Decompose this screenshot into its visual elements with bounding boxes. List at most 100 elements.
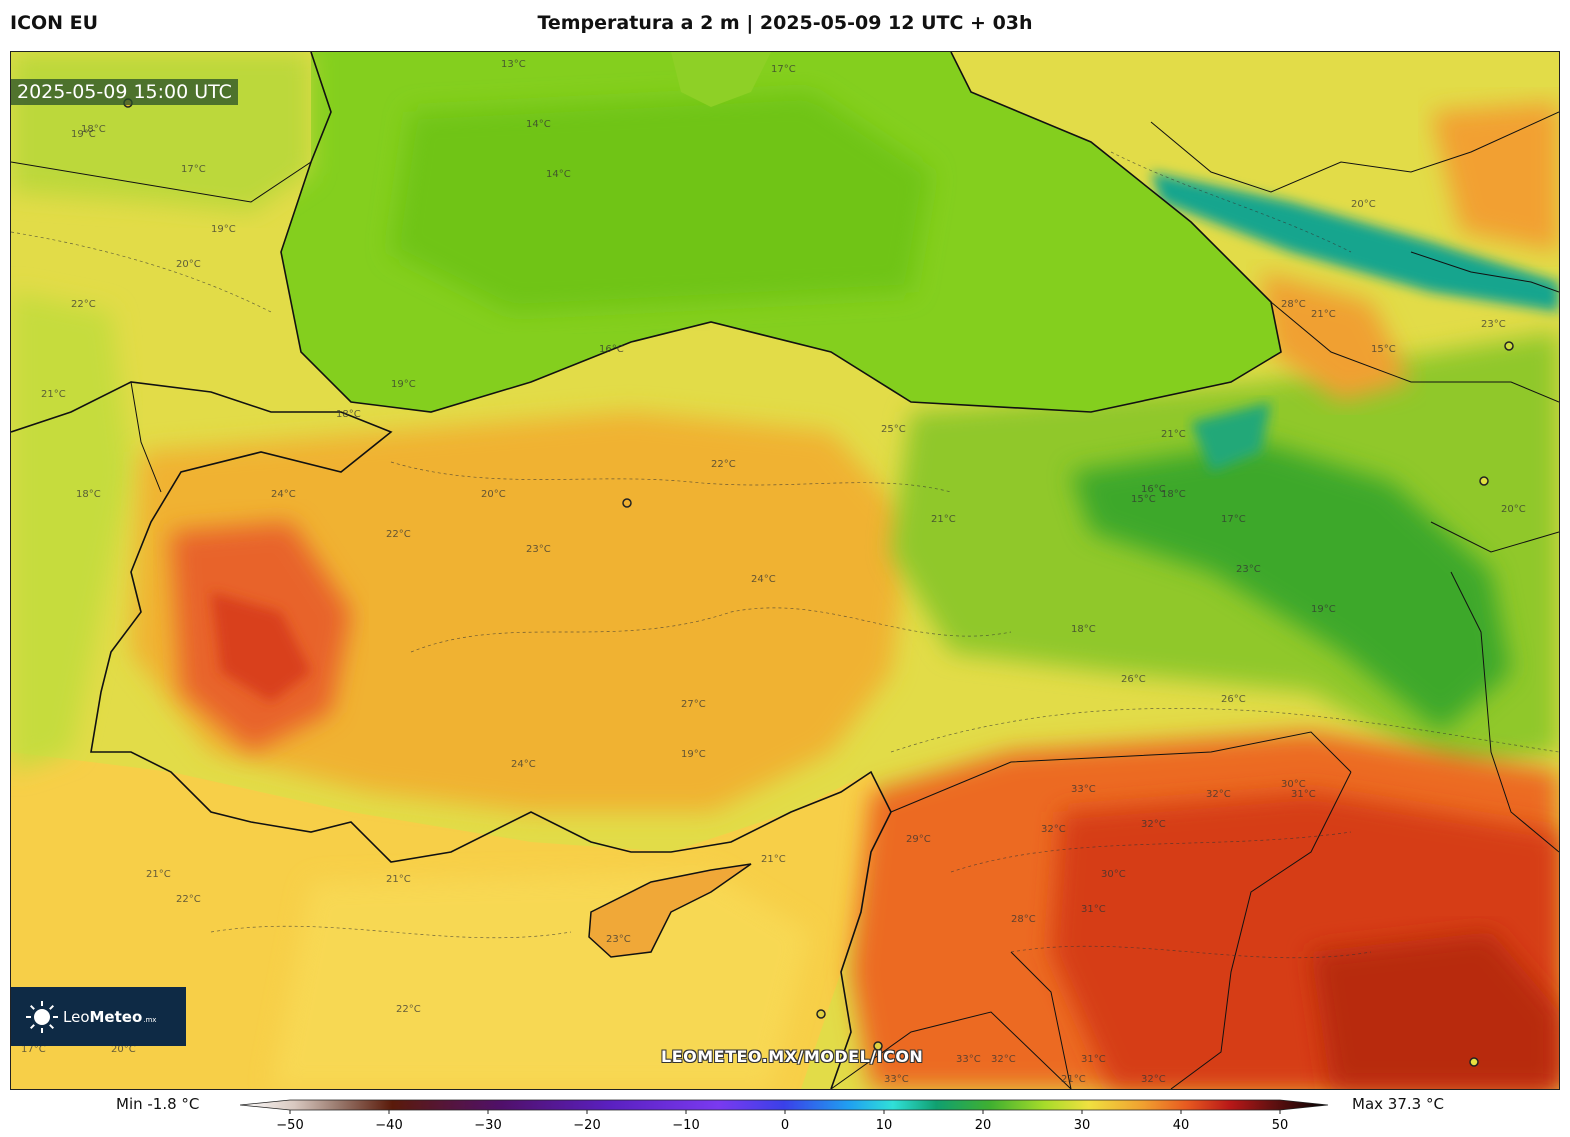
city-marker bbox=[1479, 476, 1489, 486]
contour-label: 31°C bbox=[1081, 904, 1106, 915]
logo-suffix: .mx bbox=[143, 1015, 157, 1024]
contour-label: 32°C bbox=[1206, 789, 1231, 800]
contour-label: 33°C bbox=[956, 1054, 981, 1065]
contour-label: 21°C bbox=[1061, 1074, 1086, 1085]
contour-label: 32°C bbox=[1041, 824, 1066, 835]
contour-label: 33°C bbox=[1071, 784, 1096, 795]
contour-label: 27°C bbox=[681, 699, 706, 710]
contour-label: 20°C bbox=[111, 1044, 136, 1055]
contour-label: 18°C bbox=[1161, 489, 1186, 500]
map-title: Temperatura a 2 m | 2025-05-09 12 UTC + … bbox=[537, 12, 1033, 34]
colorbar-tick-label: 10 bbox=[876, 1118, 893, 1133]
temperature-map[interactable]: 13°C 14°C 14°C 17°C 17°C 18°C 19°C 19°C 20°C 22°C… bbox=[10, 51, 1560, 1090]
contour-label: 20°C bbox=[481, 489, 506, 500]
mesopotamia-extreme bbox=[1311, 932, 1559, 1089]
city-marker bbox=[816, 1009, 826, 1019]
contour-label: 20°C bbox=[176, 259, 201, 270]
contour-label: 31°C bbox=[1081, 1054, 1106, 1065]
contour-label: 13°C bbox=[501, 59, 526, 70]
contour-label: 31°C bbox=[1291, 789, 1316, 800]
caucasus-cold bbox=[1151, 172, 1559, 312]
contour-label: 14°C bbox=[526, 119, 551, 130]
watermark-url[interactable]: LEOMETEO.MX/MODEL/ICON bbox=[661, 1047, 924, 1066]
contour-label: 22°C bbox=[711, 459, 736, 470]
contour-label: 19°C bbox=[71, 129, 96, 140]
logo-text: LeoMeteo.mx bbox=[63, 1008, 156, 1026]
colorbar-ticks: −50 −40 −30 −20 −10 0 10 20 30 40 50 bbox=[276, 1110, 1288, 1133]
country-borders bbox=[11, 111, 1559, 1089]
caucasus-warm bbox=[1261, 272, 1411, 402]
contour-label: 21°C bbox=[1161, 429, 1186, 440]
contour-label: 23°C bbox=[606, 934, 631, 945]
sea-south-light bbox=[271, 872, 811, 1089]
contour-label: 32°C bbox=[991, 1054, 1016, 1065]
contour-label: 32°C bbox=[1141, 1074, 1166, 1085]
contour-label: 32°C bbox=[1141, 819, 1166, 830]
contour-label: 30°C bbox=[1101, 869, 1126, 880]
colorbar-tick-label: 40 bbox=[1173, 1118, 1190, 1133]
contour-label: 21°C bbox=[386, 874, 411, 885]
northeast-warm bbox=[1431, 102, 1559, 252]
logo-name-bold: Meteo bbox=[89, 1007, 143, 1026]
model-name: ICON EU bbox=[10, 12, 99, 34]
contour-label: 24°C bbox=[271, 489, 296, 500]
contour-label: 17°C bbox=[181, 164, 206, 175]
contour-label: 19°C bbox=[681, 749, 706, 760]
contour-label: 17°C bbox=[21, 1044, 46, 1055]
valid-time-badge: 2025-05-09 15:00 UTC bbox=[11, 79, 238, 105]
colorbar-tick-label: 50 bbox=[1272, 1118, 1289, 1133]
map-canvas: 13°C14°C14°C17°C17°C18°C19°C19°C20°C22°C… bbox=[11, 52, 1559, 1089]
cyprus-island bbox=[588, 863, 752, 958]
colorbar-bar bbox=[240, 1099, 1329, 1111]
contour-label: 22°C bbox=[396, 1004, 421, 1015]
contour-label: 21°C bbox=[1311, 309, 1336, 320]
contour-label: 20°C bbox=[1501, 504, 1526, 515]
colorbar-tick-label: 30 bbox=[1074, 1118, 1091, 1133]
contour-label: 24°C bbox=[751, 574, 776, 585]
contour-label: 28°C bbox=[1011, 914, 1036, 925]
black-sea-cool bbox=[391, 92, 931, 312]
isotherms bbox=[11, 151, 1559, 959]
contour-label: 23°C bbox=[526, 544, 551, 555]
contour-label: 20°C bbox=[1351, 199, 1376, 210]
contour-label: 33°C bbox=[884, 1074, 909, 1085]
contour-label: 18°C bbox=[336, 409, 361, 420]
contour-label: 29°C bbox=[906, 834, 931, 845]
contour-label: 16°C bbox=[599, 344, 624, 355]
contour-label: 19°C bbox=[211, 224, 236, 235]
contour-label: 19°C bbox=[1311, 604, 1336, 615]
contour-label: 23°C bbox=[1481, 319, 1506, 330]
contour-label: 21°C bbox=[41, 389, 66, 400]
contour-label: 17°C bbox=[1221, 514, 1246, 525]
contour-label: 17°C bbox=[771, 64, 796, 75]
sun-icon bbox=[26, 1000, 58, 1033]
east-highland-green bbox=[1071, 442, 1511, 732]
contour-label: 25°C bbox=[881, 424, 906, 435]
contour-label: 22°C bbox=[71, 299, 96, 310]
city-marker bbox=[1469, 1057, 1479, 1067]
contour-label: 15°C bbox=[1371, 344, 1396, 355]
balkans-field bbox=[11, 52, 311, 212]
contour-label: 21°C bbox=[761, 854, 786, 865]
colorbar-tick-label: −20 bbox=[573, 1118, 600, 1133]
contour-label: 21°C bbox=[931, 514, 956, 525]
aegean-field bbox=[11, 292, 131, 772]
contour-label: 30°C bbox=[1281, 779, 1306, 790]
coastlines bbox=[11, 52, 1282, 1089]
city-marker bbox=[873, 1041, 883, 1051]
contour-label: 28°C bbox=[1281, 299, 1306, 310]
logo-name-light: Leo bbox=[63, 1007, 90, 1026]
colorbar-tick-label: 0 bbox=[781, 1118, 789, 1133]
contour-label: 23°C bbox=[1236, 564, 1261, 575]
contour-label: 18°C bbox=[76, 489, 101, 500]
contour-label: 16°C bbox=[1141, 484, 1166, 495]
pontic-cold bbox=[1191, 402, 1271, 472]
city-marker bbox=[622, 498, 632, 508]
contour-label: 18°C bbox=[81, 124, 106, 135]
leometeo-logo[interactable]: LeoMeteo.mx bbox=[11, 987, 186, 1046]
contour-label: 24°C bbox=[511, 759, 536, 770]
contour-label: 21°C bbox=[146, 869, 171, 880]
crimea-area bbox=[671, 52, 771, 107]
contour-label: 18°C bbox=[1071, 624, 1096, 635]
contour-label: 19°C bbox=[391, 379, 416, 390]
